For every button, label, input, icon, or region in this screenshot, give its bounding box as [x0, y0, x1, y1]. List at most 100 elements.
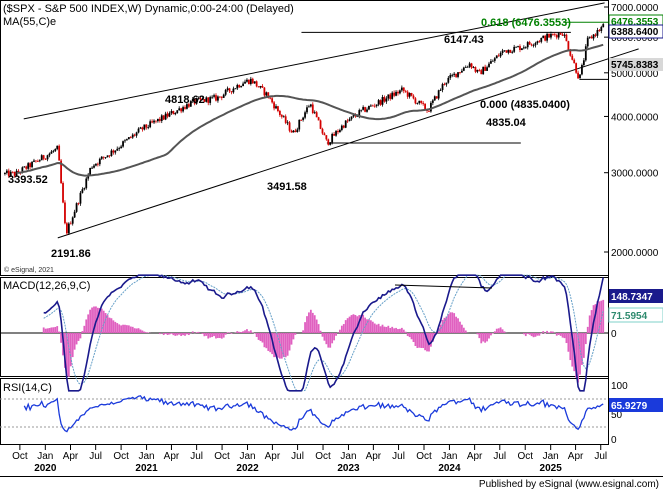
candle-body: [596, 30, 599, 36]
macd-hist-bar: [290, 333, 293, 345]
rsi-value: 65.9279: [611, 401, 648, 412]
macd-hist-bar: [60, 333, 62, 343]
price-tick-label: 5000.0000: [611, 69, 659, 80]
candle-body: [60, 160, 62, 184]
candle-body: [588, 36, 591, 38]
macd-hist-bar: [236, 331, 239, 333]
candle-body: [213, 95, 215, 97]
candle-body: [451, 74, 454, 76]
candle-body: [402, 87, 405, 91]
macd-hist-bar: [453, 313, 456, 333]
candle-body: [218, 96, 221, 98]
macd-hist-bar: [404, 331, 407, 333]
macd-hist-bar: [493, 331, 496, 333]
candle-body: [379, 100, 382, 105]
candle-body: [505, 50, 508, 53]
candle-body: [590, 36, 593, 39]
candle-body: [240, 86, 243, 88]
candle-body: [373, 105, 376, 107]
candle-body: [220, 96, 223, 98]
macd-hist-bar: [126, 325, 128, 333]
candle-body: [199, 97, 202, 100]
macd-hist-bar: [534, 333, 537, 337]
time-year-label: 2022: [236, 463, 259, 474]
candle-body: [410, 92, 413, 96]
macd-hist-bar: [174, 333, 177, 336]
candle-body: [534, 43, 537, 46]
macd-hist-bar: [476, 333, 479, 335]
time-month-label: Oct: [12, 451, 28, 462]
macd-hist-bar: [342, 324, 345, 333]
macd-hist-bar: [207, 333, 210, 339]
candle-body: [428, 110, 430, 112]
macd-hist-bar: [490, 333, 492, 336]
candle-body: [548, 33, 550, 38]
candle-body: [238, 84, 241, 88]
candle-body: [491, 60, 494, 62]
macd-hist-bar: [220, 333, 223, 339]
macd-hist-bar: [491, 333, 494, 334]
macd-hist-bar: [540, 333, 543, 334]
macd-hist-bar: [263, 333, 266, 348]
macd-hist-bar: [391, 326, 394, 333]
price-axis: 7000.0000 6000.0000 5000.0000 4000.0000 3000…: [604, 3, 659, 259]
macd-hist-bar: [400, 327, 403, 333]
candle-body: [486, 67, 488, 71]
macd-hist-bar: [313, 315, 316, 333]
candle-body: [21, 167, 24, 173]
candle-body: [517, 46, 519, 47]
candle-body: [515, 46, 518, 48]
candle-body: [482, 66, 485, 75]
macd-hist-bar: [259, 333, 262, 342]
macd-hist-bar: [331, 333, 334, 344]
candle-body: [273, 102, 275, 109]
candle-body: [280, 114, 283, 117]
chart-title: ($SPX - S&P 500 INDEX,W) Dynamic,0:00-24…: [3, 3, 294, 15]
candle-body: [536, 41, 539, 44]
macd-hist-bar: [73, 333, 76, 350]
candle-body: [193, 98, 196, 104]
macd-hist-bar: [385, 326, 388, 333]
candle-body: [455, 73, 457, 77]
candle-body: [278, 110, 281, 115]
candle-body: [149, 121, 152, 128]
rsi-tick-0: 0: [611, 435, 617, 446]
candle-body: [302, 117, 305, 120]
macd-hist-bar: [598, 301, 601, 333]
rsi-tick-100: 100: [611, 381, 628, 392]
candle-body: [164, 113, 167, 120]
candle-body: [304, 112, 306, 118]
macd-hist-bar: [548, 332, 550, 333]
candle-body: [112, 150, 115, 153]
macd-hist-bar: [288, 333, 291, 351]
candle-body: [85, 178, 88, 189]
macd-hist-bar: [364, 317, 366, 333]
candle-body: [44, 158, 47, 160]
macd-hist-bar: [69, 333, 72, 367]
candle-body: [110, 150, 113, 156]
guide-lines: [23, 2, 639, 239]
candle-body: [584, 46, 587, 61]
macd-hist-bar: [551, 331, 554, 333]
candle-body: [414, 98, 417, 104]
candle-body: [100, 156, 103, 159]
macd-hist-bar: [447, 314, 450, 333]
candle-body: [524, 47, 527, 49]
candle-body: [292, 130, 295, 133]
candle-body: [127, 137, 130, 140]
candle-body: [259, 86, 262, 88]
macd-hist-bar: [325, 333, 328, 345]
macd-hist-bar: [482, 333, 485, 342]
macd-hist-bar: [602, 299, 605, 333]
candle-body: [567, 41, 570, 51]
macd-hist-bar: [387, 325, 390, 333]
price-tick-label: 2000.0000: [611, 248, 659, 259]
candle-body: [497, 55, 500, 57]
macd-hist-bar: [143, 331, 146, 333]
macd-hist-bar: [67, 333, 70, 377]
macd-hist-bar: [426, 333, 428, 352]
macd-hist-bar: [542, 331, 545, 333]
candle-body: [375, 104, 378, 107]
candle-body: [182, 107, 184, 112]
candle-body: [550, 33, 552, 38]
